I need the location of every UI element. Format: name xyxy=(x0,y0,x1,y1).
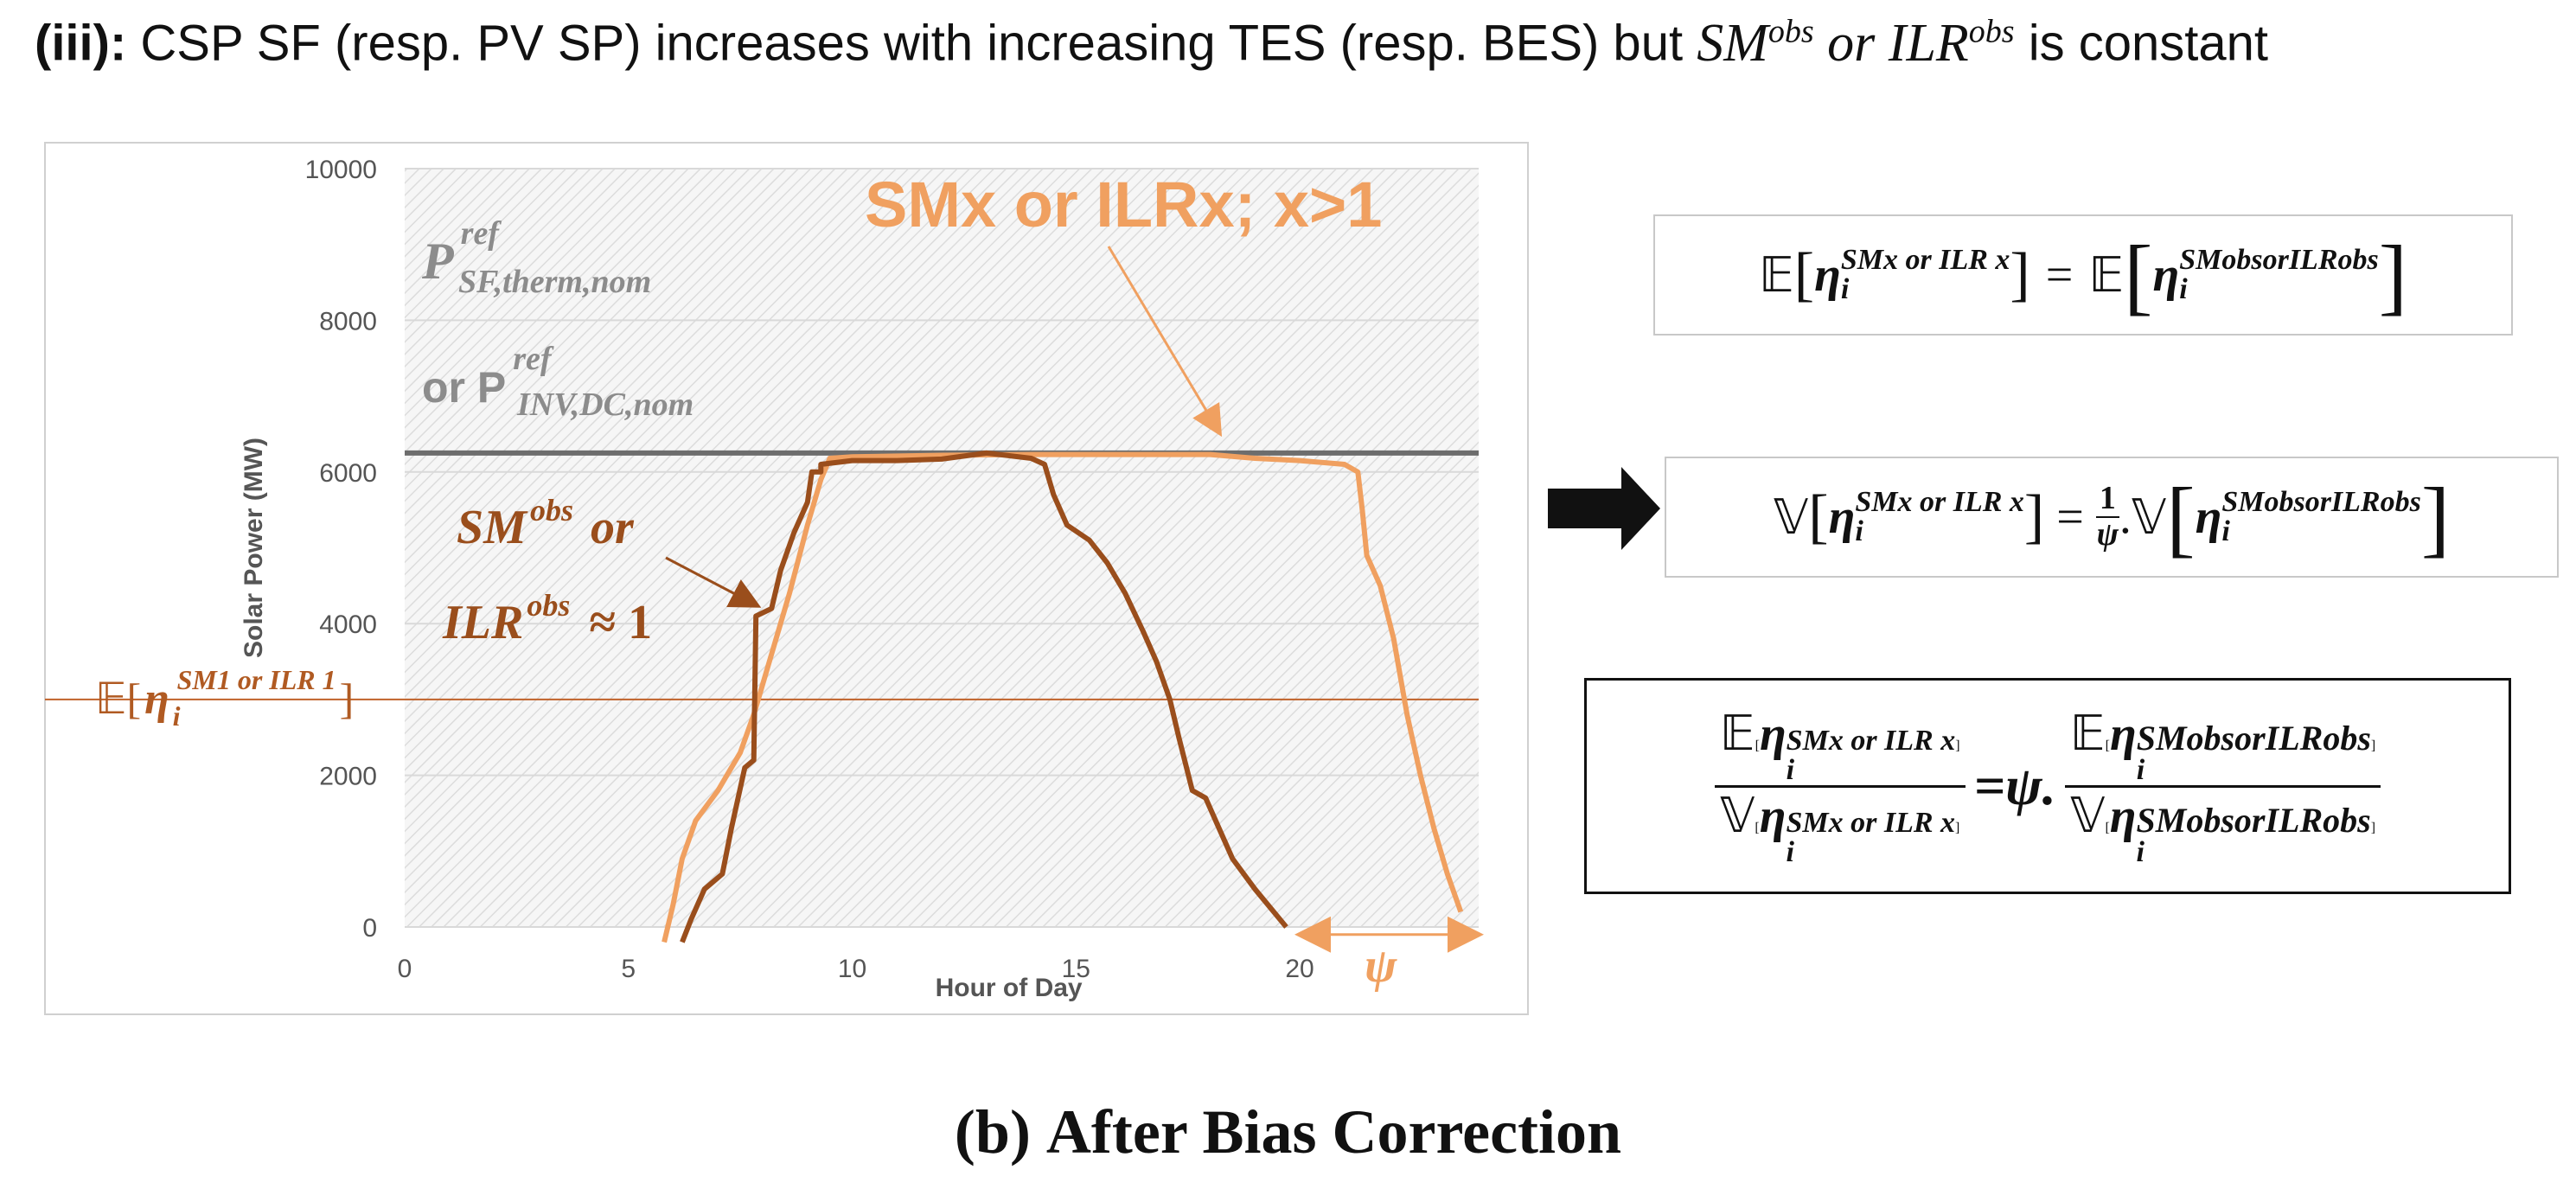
series-line-smx xyxy=(662,451,1464,943)
equation-box-1: 𝔼[η SMx or ILR x i] = 𝔼[η SMobsorILRobs i] xyxy=(1653,214,2513,336)
heading-text-a: CSP SF (resp. PV SP) increases with incr… xyxy=(140,15,1684,72)
right-arrow-icon xyxy=(1548,467,1660,550)
equation-box-3: 𝔼[η SMx or ILR x i] 𝕍[η SMx or ILR x i] =ψ. … xyxy=(1584,678,2511,894)
annotation-sm-x-arrow xyxy=(1107,246,1223,438)
x-tick-label: 0 xyxy=(398,955,412,983)
caption-label: (b) xyxy=(954,1097,1031,1167)
heading: (iii): CSP SF (resp. PV SP) increases wi… xyxy=(35,12,2268,74)
y-tick-label: 2000 xyxy=(319,763,377,791)
series-line-smobs xyxy=(680,450,1288,943)
x-axis-label: Hour of Day xyxy=(936,974,1083,1002)
equation-box-2: 𝕍[η SMx or ILR x i] = 1 ψ . 𝕍[η SMobsorILRo… xyxy=(1665,457,2559,578)
heading-prefix: (iii): xyxy=(35,15,127,72)
annotation-ilr-obs: ILR obs ≈ 1 xyxy=(442,588,652,649)
y-axis-label: Solar Power (MW) xyxy=(240,438,268,658)
annotation-p-sf: P ref SF,therm,nom xyxy=(421,215,651,300)
x-tick-label: 15 xyxy=(1062,955,1090,983)
y-tick-label: 6000 xyxy=(319,459,377,488)
heading-sm-obs: SMobs or ILRobs xyxy=(1697,13,2015,73)
plot-area xyxy=(405,169,1479,927)
y-tick-label: 8000 xyxy=(319,307,377,336)
y-tick-label: 4000 xyxy=(319,610,377,639)
x-tick-label: 5 xyxy=(621,955,636,983)
heading-text-b: is constant xyxy=(2028,15,2268,72)
annotation-psi: ψ xyxy=(1365,939,1397,993)
caption-text: After Bias Correction xyxy=(1045,1097,1622,1167)
annotation-sm-obs-arrow xyxy=(665,556,762,608)
x-tick-label: 20 xyxy=(1285,955,1314,983)
annotation-sm-obs: SM obs or xyxy=(457,493,635,554)
annotation-p-inv: or P ref INV,DC,nom xyxy=(422,341,694,423)
annotation-mean-label: 𝔼[ η i SM1 or ILR 1 ] xyxy=(95,664,354,732)
y-tick-label: 10000 xyxy=(305,156,377,184)
annotation-sm-x: SMx or ILRx; x>1 xyxy=(865,169,1382,240)
figure-caption: (b) After Bias Correction xyxy=(0,1096,2576,1168)
y-tick-label: 0 xyxy=(362,914,377,943)
x-tick-label: 10 xyxy=(838,955,866,983)
